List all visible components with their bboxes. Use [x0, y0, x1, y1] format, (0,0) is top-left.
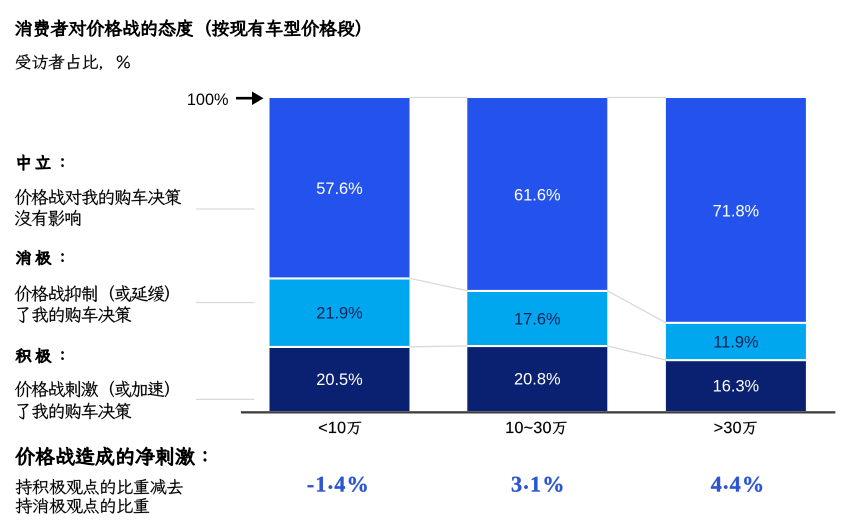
svg-text:61.6%: 61.6%	[514, 186, 560, 204]
svg-text:20.5%: 20.5%	[316, 371, 362, 389]
svg-text:57.6%: 57.6%	[316, 180, 362, 198]
svg-text:16.3%: 16.3%	[713, 377, 759, 395]
svg-text:21.9%: 21.9%	[316, 305, 362, 323]
svg-text:17.6%: 17.6%	[514, 310, 560, 328]
svg-text:11.9%: 11.9%	[713, 333, 758, 351]
svg-text:71.8%: 71.8%	[713, 202, 759, 220]
svg-text:100%: 100%	[187, 91, 229, 109]
svg-text:20.8%: 20.8%	[514, 370, 560, 388]
